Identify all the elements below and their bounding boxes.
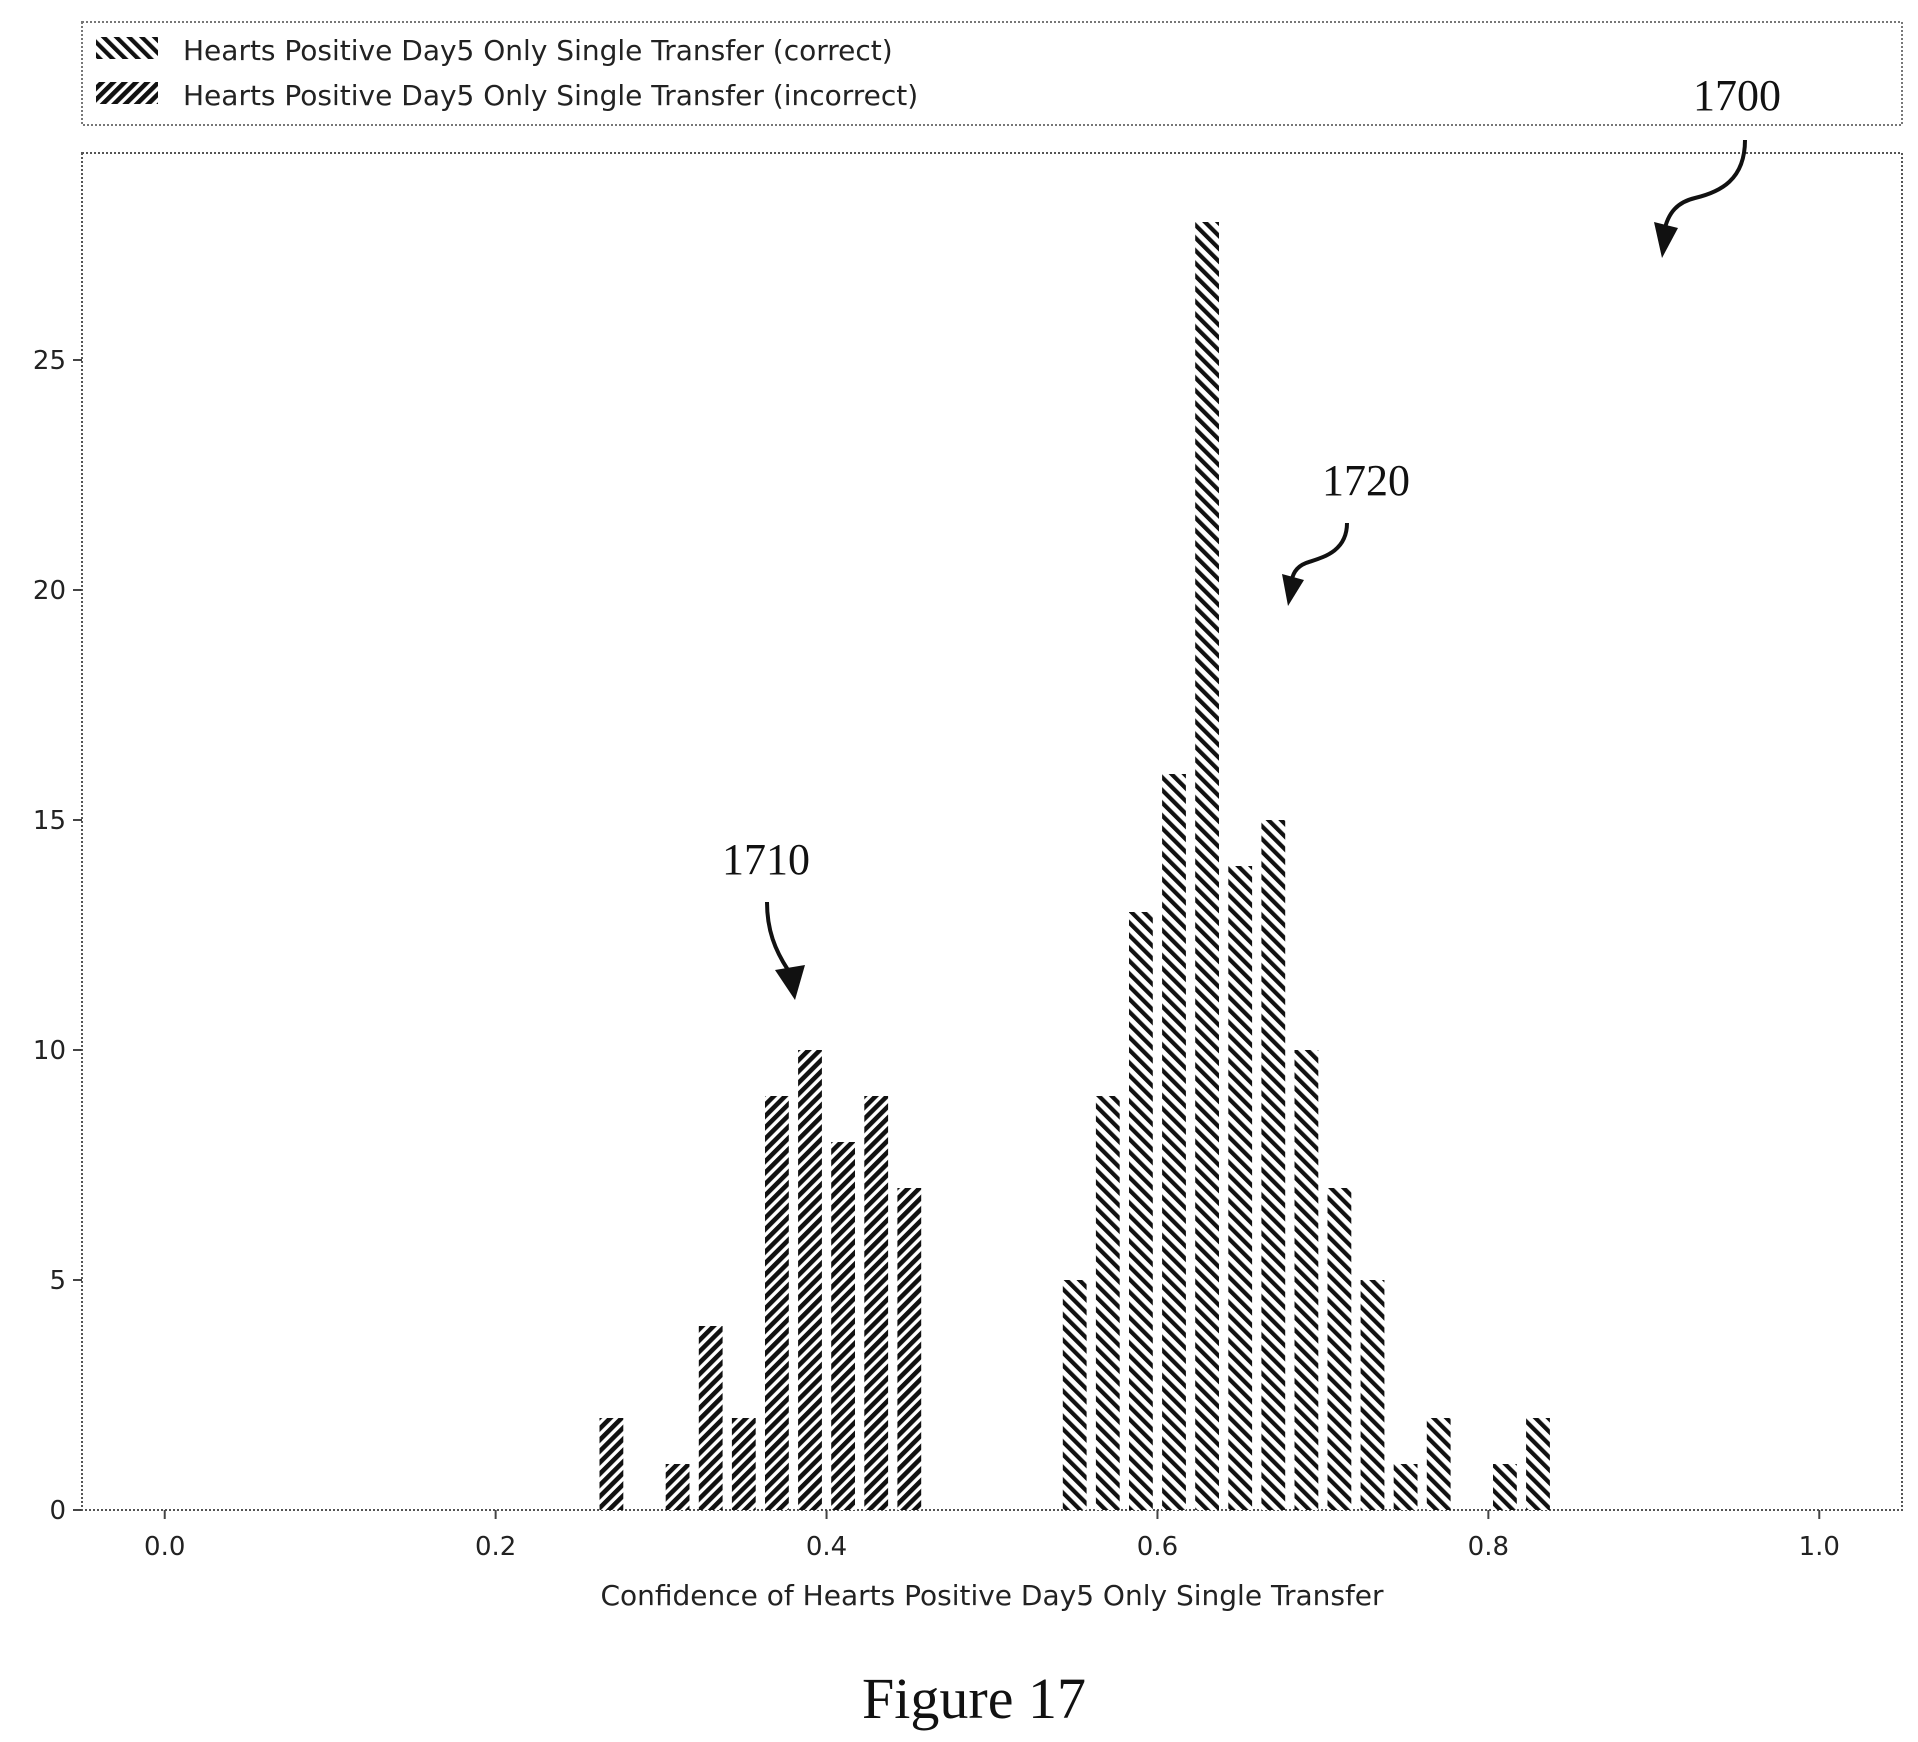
x-tick-label: 0.4 — [806, 1532, 847, 1562]
bar-correct — [1393, 1464, 1418, 1510]
bar-correct — [1228, 866, 1253, 1510]
histogram-bars — [599, 222, 1550, 1510]
figure-caption: Figure 17 — [862, 1666, 1086, 1731]
bar-correct — [1526, 1418, 1550, 1510]
ref-number-1700: 1700 — [1693, 71, 1781, 120]
bar-incorrect — [765, 1096, 789, 1510]
y-tick-label: 5 — [49, 1266, 66, 1296]
y-tick-label: 15 — [33, 806, 66, 836]
bar-correct — [1493, 1464, 1517, 1510]
x-axis-title: Confidence of Hearts Positive Day5 Only … — [600, 1579, 1384, 1612]
ref-arrow-1710 — [765, 901, 790, 972]
ref-arrowhead-1710 — [775, 965, 805, 1000]
bar-incorrect — [798, 1050, 822, 1510]
bar-incorrect — [599, 1418, 624, 1510]
y-tick-label: 20 — [33, 576, 66, 606]
bar-correct — [1195, 222, 1219, 1510]
ref-arrowhead-1700 — [1654, 222, 1678, 258]
plot-area: 0.0 0.2 0.4 0.6 0.8 1.0 0 5 10 15 20 25 — [33, 152, 1903, 1562]
ref-number-1720: 1720 — [1322, 456, 1410, 505]
x-tick-label: 0.0 — [144, 1532, 185, 1562]
ref-arrowhead-1720 — [1282, 574, 1304, 606]
x-tick-label: 1.0 — [1799, 1532, 1840, 1562]
bar-incorrect — [731, 1418, 756, 1510]
bar-correct — [1162, 774, 1186, 1510]
annotation-1700: 1700 — [1654, 71, 1781, 258]
legend-label-correct: Hearts Positive Day5 Only Single Transfe… — [183, 34, 893, 67]
ref-number-1710: 1710 — [722, 835, 810, 884]
y-tick-label: 10 — [33, 1036, 66, 1066]
x-tick-label: 0.2 — [475, 1532, 516, 1562]
bar-incorrect — [864, 1096, 889, 1510]
bar-correct — [1129, 912, 1153, 1510]
x-axis-ticks: 0.0 0.2 0.4 0.6 0.8 1.0 — [144, 1510, 1840, 1562]
legend-label-incorrect: Hearts Positive Day5 Only Single Transfe… — [183, 79, 918, 112]
legend: Hearts Positive Day5 Only Single Transfe… — [81, 21, 1903, 126]
bar-incorrect — [831, 1142, 855, 1510]
x-tick-label: 0.6 — [1137, 1532, 1178, 1562]
bar-correct — [1426, 1418, 1451, 1510]
y-axis-ticks: 0 5 10 15 20 25 — [33, 346, 82, 1526]
plot-frame — [81, 152, 1903, 1511]
annotation-1720: 1720 — [1282, 456, 1410, 606]
bar-incorrect — [897, 1188, 922, 1510]
legend-swatch-incorrect — [96, 82, 158, 104]
bar-correct — [1327, 1188, 1352, 1510]
bar-incorrect — [665, 1464, 690, 1510]
bar-incorrect — [698, 1326, 723, 1510]
x-tick-label: 0.8 — [1468, 1532, 1509, 1562]
bar-correct — [1095, 1096, 1120, 1510]
ref-arrow-1700 — [1662, 139, 1747, 233]
bar-correct — [1261, 820, 1286, 1510]
legend-frame — [81, 21, 1903, 126]
y-tick-label: 25 — [33, 346, 66, 376]
bar-correct — [1294, 1050, 1319, 1510]
ref-arrow-1720 — [1289, 522, 1349, 586]
y-tick-label: 0 — [49, 1496, 66, 1526]
bar-correct — [1360, 1280, 1385, 1510]
bar-correct — [1062, 1280, 1087, 1510]
legend-swatch-correct — [96, 37, 158, 59]
annotation-1710: 1710 — [722, 835, 810, 1000]
